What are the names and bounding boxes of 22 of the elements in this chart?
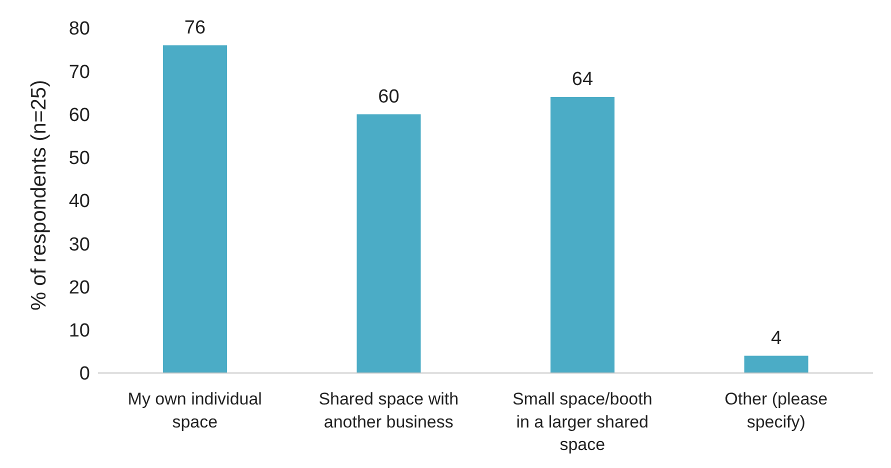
y-tick-label: 50 xyxy=(68,148,90,170)
y-tick-label: 10 xyxy=(68,320,90,342)
bar xyxy=(550,97,614,373)
y-tick-label: 30 xyxy=(68,234,90,256)
x-tick-label: Other (please specify) xyxy=(724,389,828,432)
y-tick-label: 40 xyxy=(68,191,90,212)
y-tick-label: 0 xyxy=(79,364,90,385)
x-tick-label: Shared space with another business xyxy=(318,389,459,432)
x-tick-label: Small space/booth in a larger shared space xyxy=(512,389,652,454)
y-tick-label: 60 xyxy=(68,104,90,126)
data-label: 4 xyxy=(770,328,782,349)
bar xyxy=(163,45,227,373)
data-label: 76 xyxy=(184,17,206,38)
x-tick-label: My own individual space xyxy=(128,389,262,432)
y-tick-label: 70 xyxy=(68,62,90,83)
y-axis-title: % of respondents (n=25) xyxy=(27,80,50,310)
data-label: 60 xyxy=(378,86,400,108)
data-label: 64 xyxy=(572,69,594,90)
y-tick-label: 80 xyxy=(68,18,90,40)
y-tick-label: 20 xyxy=(68,277,90,298)
bar xyxy=(356,114,421,373)
bar xyxy=(744,356,808,373)
